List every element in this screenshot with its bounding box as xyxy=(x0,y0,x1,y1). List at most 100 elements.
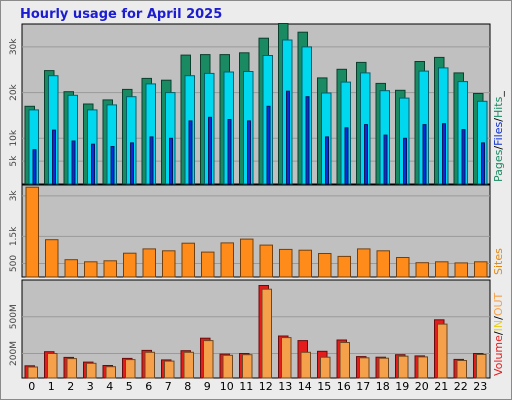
x-tick-label-20: 20 xyxy=(415,380,429,393)
requests-ytick-label: 5k xyxy=(9,155,19,167)
sites-bar-sites-4 xyxy=(103,260,117,278)
volume-legend-entry: Volume xyxy=(492,335,505,376)
volume-bar-out-2 xyxy=(66,358,77,379)
volume-legend-entry: OUT xyxy=(492,292,505,316)
requests-bar-pages-4 xyxy=(110,146,115,185)
x-tick-label-15: 15 xyxy=(317,380,331,393)
volume-bar-out-19 xyxy=(398,355,409,379)
sites-bar-sites-14 xyxy=(298,249,312,278)
volume-bar-out-7 xyxy=(164,360,175,379)
volume-bar-out-13 xyxy=(281,337,292,379)
volume-legend: Volume/IN/OUT xyxy=(492,292,505,376)
requests-ytick-label: 10k xyxy=(9,129,19,146)
volume-bar-out-4 xyxy=(105,366,116,379)
requests-bar-pages-13 xyxy=(286,90,290,185)
volume-legend-entry: / xyxy=(492,331,505,335)
requests-legend-entry: _ xyxy=(492,91,505,98)
volume-bar-out-18 xyxy=(378,357,389,379)
requests-bar-pages-2 xyxy=(71,140,76,185)
x-tick-label-8: 8 xyxy=(184,380,191,393)
x-tick-label-21: 21 xyxy=(434,380,448,393)
volume-bar-out-10 xyxy=(222,354,233,379)
requests-bar-pages-7 xyxy=(169,137,173,185)
requests-bar-pages-6 xyxy=(149,136,154,185)
sites-legend: Sites xyxy=(492,248,505,275)
x-tick-label-0: 0 xyxy=(28,380,35,393)
sites-bar-sites-6 xyxy=(142,248,156,278)
requests-bar-pages-1 xyxy=(52,129,56,185)
x-tick-label-9: 9 xyxy=(204,380,211,393)
requests-bar-pages-18 xyxy=(383,134,388,185)
requests-ytick-label: 30k xyxy=(9,38,19,55)
volume-bar-out-8 xyxy=(183,351,194,379)
sites-legend-entry: Sites xyxy=(492,248,505,275)
requests-bar-pages-14 xyxy=(305,96,310,185)
sites-bar-sites-22 xyxy=(454,262,468,278)
x-tick-label-10: 10 xyxy=(220,380,234,393)
requests-legend-entry: Pages xyxy=(492,149,505,182)
requests-bar-pages-16 xyxy=(344,127,349,185)
sites-bar-sites-16 xyxy=(337,255,351,278)
x-tick-label-22: 22 xyxy=(454,380,468,393)
volume-ytick-label: 500M xyxy=(9,304,19,329)
volume-bar-out-0 xyxy=(27,366,38,379)
volume-bar-out-3 xyxy=(86,362,97,379)
requests-bar-pages-0 xyxy=(32,149,37,185)
requests-bar-pages-17 xyxy=(364,124,368,185)
volume-bar-out-6 xyxy=(144,351,155,379)
sites-bar-sites-8 xyxy=(181,242,195,278)
requests-legend-entry: Hits xyxy=(492,96,505,118)
volume-bar-out-5 xyxy=(125,359,136,379)
sites-bar-sites-19 xyxy=(396,257,410,278)
volume-legend-entry: / xyxy=(492,316,505,320)
volume-legend-entry: IN xyxy=(492,320,505,331)
sites-ytick-label: 3k xyxy=(9,190,19,202)
requests-bar-pages-19 xyxy=(403,137,407,185)
panel-sites: 500 1.5k 3k Sites xyxy=(9,184,505,278)
volume-bar-out-22 xyxy=(456,360,467,379)
sites-bar-sites-15 xyxy=(318,253,332,278)
sites-bar-sites-20 xyxy=(415,262,429,278)
x-tick-label-7: 7 xyxy=(165,380,172,393)
x-tick-label-17: 17 xyxy=(356,380,370,393)
volume-bar-out-21 xyxy=(437,323,448,379)
volume-bar-out-16 xyxy=(339,342,350,379)
requests-bar-pages-11 xyxy=(247,120,251,185)
x-tick-label-6: 6 xyxy=(145,380,152,393)
x-tick-label-23: 23 xyxy=(473,380,487,393)
sites-bar-sites-1 xyxy=(45,239,59,278)
x-tick-label-1: 1 xyxy=(48,380,55,393)
sites-bar-sites-21 xyxy=(435,261,449,278)
sites-bar-sites-2 xyxy=(64,259,78,278)
x-tick-label-16: 16 xyxy=(337,380,351,393)
requests-bar-pages-20 xyxy=(422,124,427,185)
x-tick-label-2: 2 xyxy=(67,380,74,393)
x-tick-label-11: 11 xyxy=(239,380,253,393)
sites-bar-sites-5 xyxy=(123,252,137,278)
requests-ytick-label: 20k xyxy=(9,83,19,100)
x-tick-label-3: 3 xyxy=(87,380,94,393)
x-tick-label-19: 19 xyxy=(395,380,409,393)
x-tick-label-4: 4 xyxy=(106,380,113,393)
sites-bar-sites-17 xyxy=(357,248,371,278)
requests-bar-pages-23 xyxy=(481,142,485,185)
volume-bar-out-1 xyxy=(47,353,58,379)
requests-bar-pages-3 xyxy=(91,143,95,185)
sites-bar-sites-0 xyxy=(25,186,39,278)
sites-bar-sites-9 xyxy=(201,251,215,278)
x-tick-label-14: 14 xyxy=(298,380,312,393)
requests-bar-pages-12 xyxy=(266,105,271,185)
x-tick-label-18: 18 xyxy=(376,380,390,393)
requests-bar-pages-15 xyxy=(325,136,329,185)
sites-ytick-label: 500 xyxy=(9,255,19,272)
requests-legend-entry: / xyxy=(492,146,505,150)
volume-bar-out-20 xyxy=(417,356,428,379)
chart-title: Hourly usage for April 2025 xyxy=(20,7,223,22)
volume-bar-out-9 xyxy=(203,340,214,379)
volume-bar-out-15 xyxy=(320,356,331,379)
volume-bar-out-23 xyxy=(476,354,487,379)
sites-bar-sites-23 xyxy=(474,261,488,278)
sites-bar-sites-13 xyxy=(279,248,293,278)
